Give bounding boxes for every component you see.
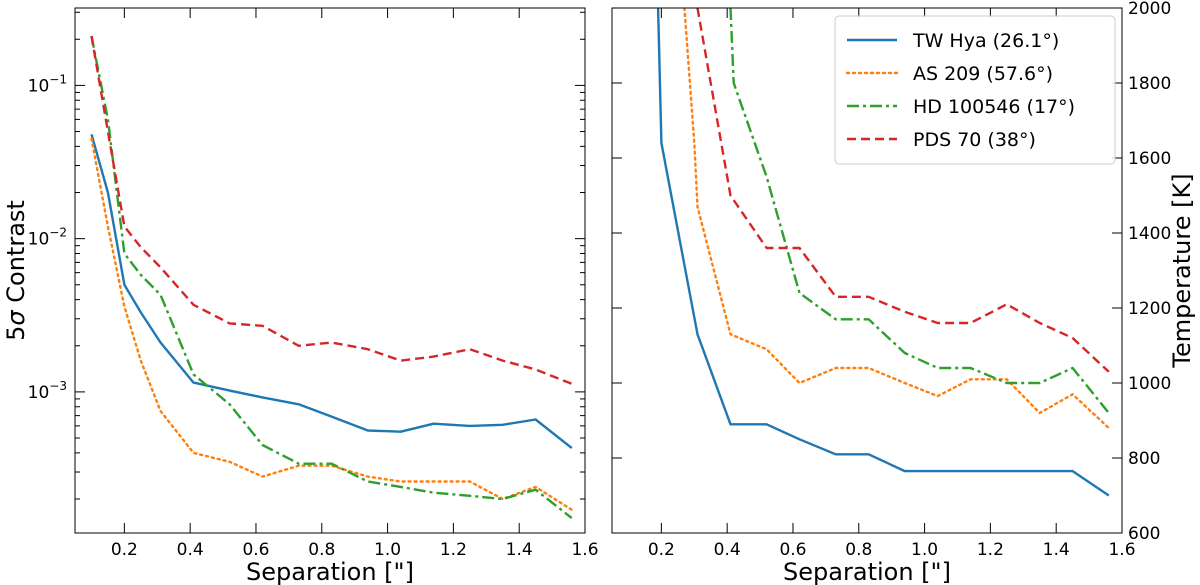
y-tick-label: 10−1 xyxy=(28,72,67,96)
y-tick-label: 1600 xyxy=(1128,149,1171,169)
series-line-tw-0 xyxy=(90,133,573,450)
x-tick-label: 1.4 xyxy=(506,540,533,560)
y-tick-label: 2000 xyxy=(1128,0,1171,19)
x-tick-label: 0.2 xyxy=(648,540,675,560)
y-tick-label: 800 xyxy=(1128,449,1160,469)
x-tick-label: 1.2 xyxy=(440,540,467,560)
series-line-as-1 xyxy=(90,137,573,511)
axes-frame xyxy=(611,7,1123,534)
y-tick-label: 10−2 xyxy=(28,226,67,250)
legend-label: TW Hya (26.1°) xyxy=(912,30,1059,52)
temperature-panel: 0.2 0.4 0.6 0.8 1.0 1.2 1.4 1.6 Separation ["] 60… xyxy=(611,0,1196,585)
contrast-panel: 0.2 0.4 0.6 0.8 1.0 1.2 1.4 1.6 Separation ["] 10… xyxy=(2,7,599,585)
x-tick-label: 1.6 xyxy=(571,540,598,560)
x-tick-label: 1.6 xyxy=(1108,540,1135,560)
series-group xyxy=(90,35,573,520)
axes-frame xyxy=(74,7,586,534)
series-line-tw-0 xyxy=(656,8,1110,497)
series-line-hd-2 xyxy=(729,8,1110,414)
x-tick-label: 0.6 xyxy=(242,540,269,560)
legend-label: AS 209 (57.6°) xyxy=(913,63,1053,85)
legend: TW Hya (26.1°) AS 209 (57.6°) HD 100546 (1… xyxy=(834,15,1116,165)
x-axis-label: Separation ["] xyxy=(783,558,951,585)
series-line-as-1 xyxy=(683,8,1111,430)
series-group xyxy=(656,8,1111,497)
y-tick-label: 1000 xyxy=(1128,374,1171,394)
y-axis-label: Temperature [K] xyxy=(1168,173,1196,368)
x-tick-label: 0.8 xyxy=(308,540,335,560)
y-tick-label: 1200 xyxy=(1128,299,1171,319)
x-tick-label: 0.4 xyxy=(177,540,204,560)
x-axis-label: Separation ["] xyxy=(246,558,414,585)
x-tick-label: 0.8 xyxy=(845,540,872,560)
legend-label: PDS 70 (38°) xyxy=(913,129,1036,151)
x-tick-label: 1.0 xyxy=(911,540,938,560)
x-tick-label: 0.2 xyxy=(111,540,138,560)
series-line-pds-3 xyxy=(696,8,1110,373)
x-tick-label: 0.4 xyxy=(714,540,741,560)
y-tick-label: 600 xyxy=(1128,524,1160,544)
x-tick-label: 1.4 xyxy=(1043,540,1070,560)
x-tick-label: 1.0 xyxy=(374,540,401,560)
legend-label: HD 100546 (17°) xyxy=(913,96,1075,118)
series-line-hd-2 xyxy=(90,35,573,520)
y-tick-label: 1800 xyxy=(1128,74,1171,94)
series-line-pds-3 xyxy=(90,35,573,385)
x-tick-label: 0.6 xyxy=(779,540,806,560)
y-axis-label: 5σ Contrast xyxy=(2,200,30,341)
x-tick-label: 1.2 xyxy=(977,540,1004,560)
y-tick-label: 10−3 xyxy=(28,379,67,403)
y-tick-label: 1400 xyxy=(1128,224,1171,244)
legend-box xyxy=(834,15,1116,165)
